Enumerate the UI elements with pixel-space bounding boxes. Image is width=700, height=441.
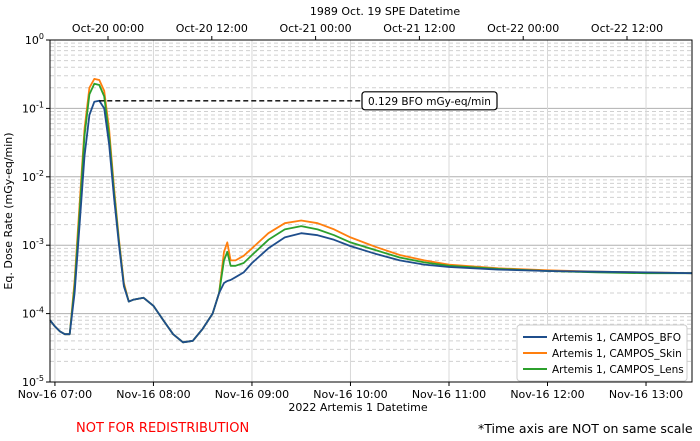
x-tick-label: Nov-16 12:00 [510, 388, 584, 401]
x-axis-label: 2022 Artemis 1 Datetime [288, 401, 427, 414]
legend-label-bfo: Artemis 1, CAMPOS_BFO [552, 332, 681, 344]
plot-frame [49, 39, 693, 383]
series-line-skin [49, 78, 693, 344]
redistribution-notice: NOT FOR REDISTRIBUTION [76, 421, 250, 436]
legend-label-lens: Artemis 1, CAMPOS_Lens [552, 364, 684, 376]
y-tick-label: 10-5 [22, 374, 44, 389]
top-tick-label: Oct-20 12:00 [176, 22, 248, 35]
x-tick-label: Nov-16 10:00 [313, 388, 387, 401]
y-tick-label: 10-1 [22, 100, 44, 115]
y-tick-label: 10-4 [22, 306, 44, 321]
x-tick-label: Nov-16 11:00 [412, 388, 486, 401]
y-tick-label: 10-2 [22, 169, 44, 184]
x-tick-label: Nov-16 08:00 [116, 388, 190, 401]
series-line-lens [49, 82, 692, 344]
top-tick-label: Oct-21 00:00 [280, 22, 352, 35]
top-tick-label: Oct-22 00:00 [487, 22, 559, 35]
peak-annotation: 0.129 BFO mGy-eq/min [99, 91, 498, 111]
x-tick-label: Nov-16 07:00 [18, 388, 92, 401]
time-axis-footnote: *Time axis are NOT on same scale [478, 421, 693, 436]
legend-label-skin: Artemis 1, CAMPOS_Skin [552, 348, 682, 360]
top-tick-label: Oct-22 12:00 [591, 22, 663, 35]
annotation-box [361, 91, 498, 111]
y-tick-label: 100 [25, 32, 44, 47]
axes: Nov-16 07:00 Nov-16 08:00 Nov-16 09:00 Nov-… [18, 22, 693, 401]
legend-frame [516, 324, 688, 382]
series-line-bfo [49, 99, 693, 344]
series-lines [49, 78, 693, 344]
top-tick-label: Oct-21 12:00 [383, 22, 455, 35]
annotation-text: 0.129 BFO mGy-eq/min [368, 96, 491, 108]
grid-layer [50, 40, 692, 383]
y-axis-label: Eq. Dose Rate (mGy-eq/min) [2, 132, 15, 289]
top-tick-label: Oct-20 00:00 [72, 22, 144, 35]
x-tick-label: Nov-16 13:00 [609, 388, 683, 401]
top-x-axis-label: 1989 Oct. 19 SPE Datetime [310, 5, 460, 18]
y-tick-label: 10-3 [22, 237, 44, 252]
x-tick-label: Nov-16 09:00 [215, 388, 289, 401]
legend: Artemis 1, CAMPOS_BFO Artemis 1, CAMPOS_… [516, 324, 688, 382]
